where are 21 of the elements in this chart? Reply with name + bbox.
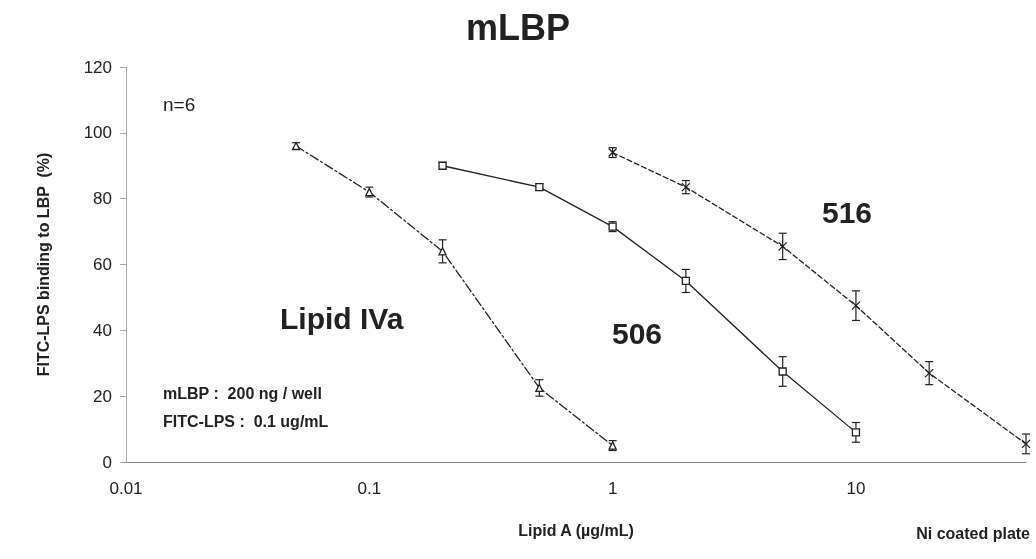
annotation: mLBP : 200 ng / well — [163, 384, 322, 402]
y-tick-label: 60 — [93, 255, 112, 274]
y-tick-label: 40 — [93, 320, 112, 340]
x-tick-label: 10 — [846, 479, 866, 498]
y-tick-label: 100 — [83, 123, 112, 143]
annotation: 506 — [612, 316, 663, 350]
annotation: FITC-LPS : 0.1 ug/mL — [163, 412, 329, 430]
y-tick-label: 0 — [102, 452, 112, 472]
x-tick-label: 0.1 — [357, 479, 382, 498]
annotation: Lipid IVa — [280, 301, 404, 335]
x-tick-label: 0.01 — [109, 479, 143, 498]
text: Ni coated plate — [916, 524, 1031, 542]
annotation: 516 — [822, 195, 873, 229]
chart-title: mLBP — [465, 6, 571, 48]
y-tick-label: 20 — [93, 386, 112, 406]
y-tick-label: 80 — [93, 189, 112, 209]
x-axis-title: Lipid A (µg/mL) — [518, 521, 634, 539]
annotation: n=6 — [163, 94, 196, 115]
y-axis-title: FITC-LPS binding to LBP (%) — [34, 152, 52, 377]
y-tick-label: 120 — [83, 57, 112, 77]
x-tick-label: 1 — [607, 479, 618, 498]
